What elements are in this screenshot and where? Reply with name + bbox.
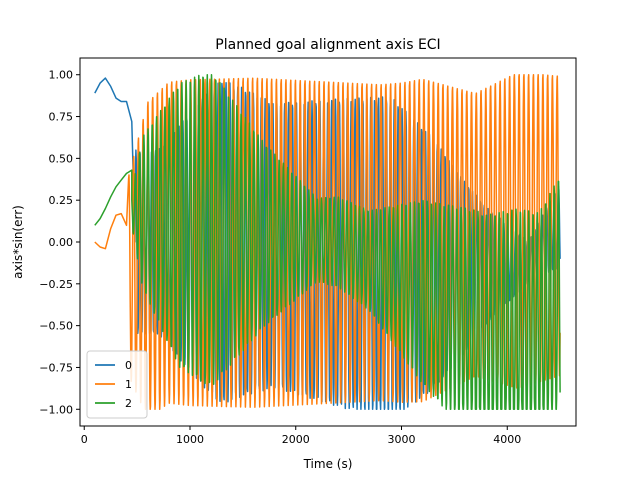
y-tick-label: 0.75 bbox=[49, 111, 74, 124]
x-axis: 0 1000 2000 3000 4000 bbox=[81, 426, 521, 446]
series-line-2 bbox=[94, 73, 561, 411]
y-tick-label: 0.00 bbox=[49, 236, 74, 249]
plot-area bbox=[94, 73, 561, 411]
x-tick-label: 3000 bbox=[388, 433, 416, 446]
legend-label-1: 1 bbox=[125, 378, 132, 391]
y-axis-label: axis*sin(err) bbox=[11, 205, 25, 279]
y-tick-label: −0.75 bbox=[39, 361, 73, 374]
y-tick-label: 0.50 bbox=[49, 152, 74, 165]
x-tick-label: 2000 bbox=[282, 433, 310, 446]
y-tick-label: −0.50 bbox=[39, 320, 73, 333]
x-axis-label: Time (s) bbox=[303, 457, 353, 471]
legend-label-2: 2 bbox=[125, 397, 132, 410]
x-tick-label: 1000 bbox=[176, 433, 204, 446]
x-tick-label: 4000 bbox=[493, 433, 521, 446]
y-tick-label: −0.25 bbox=[39, 278, 73, 291]
legend-box bbox=[86, 350, 148, 419]
y-tick-label: −1.00 bbox=[39, 403, 73, 416]
y-tick-label: 0.25 bbox=[49, 194, 74, 207]
y-axis: −1.00 −0.75 −0.50 −0.25 0.00 0.25 0.50 0.75 1.00 bbox=[39, 69, 80, 416]
x-tick-label: 0 bbox=[81, 433, 88, 446]
legend-label-0: 0 bbox=[125, 359, 132, 372]
y-tick-label: 1.00 bbox=[49, 69, 74, 82]
chart-title: Planned goal alignment axis ECI bbox=[215, 37, 440, 53]
legend: 0 1 2 bbox=[86, 350, 148, 419]
